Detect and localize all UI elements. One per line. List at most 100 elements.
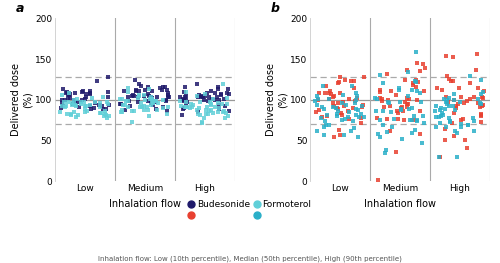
Point xyxy=(470,129,478,133)
Point xyxy=(464,123,472,127)
Point xyxy=(412,80,420,84)
Point xyxy=(398,104,406,109)
Point xyxy=(403,105,411,109)
Point xyxy=(124,86,132,90)
Point xyxy=(355,115,363,119)
Point xyxy=(150,100,158,104)
Point xyxy=(454,102,462,107)
Point xyxy=(479,96,487,100)
Point xyxy=(182,103,190,107)
Point xyxy=(62,91,70,95)
Point xyxy=(182,105,190,109)
Point xyxy=(223,102,231,106)
Point xyxy=(398,108,406,112)
Point xyxy=(405,107,413,111)
Point xyxy=(70,110,78,114)
Point xyxy=(80,100,88,104)
Point xyxy=(350,86,358,90)
Point xyxy=(216,103,224,107)
Point xyxy=(58,98,66,102)
Point xyxy=(404,102,412,106)
Point xyxy=(71,100,79,104)
Point xyxy=(96,104,104,109)
Point xyxy=(452,128,460,133)
Point xyxy=(66,96,74,100)
Point xyxy=(434,86,442,90)
Point xyxy=(96,103,104,107)
Point xyxy=(221,115,229,120)
Point xyxy=(149,101,157,105)
Point xyxy=(78,90,86,94)
Point xyxy=(378,99,386,104)
Point xyxy=(318,116,326,120)
Point xyxy=(442,138,450,142)
Point xyxy=(470,95,478,99)
Point xyxy=(378,97,386,101)
Point xyxy=(416,132,424,136)
Point xyxy=(92,79,100,83)
Text: Inhalation flow: Low (10th percentile), Median (50th percentile), High (90th per: Inhalation flow: Low (10th percentile), … xyxy=(98,255,402,262)
Point xyxy=(418,141,426,145)
Point xyxy=(476,78,484,82)
Point xyxy=(73,97,81,101)
Point xyxy=(330,104,338,108)
Point xyxy=(312,109,320,114)
Point xyxy=(204,99,212,103)
Point xyxy=(211,98,219,102)
Point xyxy=(197,95,205,99)
Point xyxy=(183,105,191,109)
Point xyxy=(124,99,132,104)
Point xyxy=(385,101,393,105)
Point xyxy=(419,114,427,118)
Point xyxy=(158,85,166,90)
Point xyxy=(60,97,68,102)
Point xyxy=(459,117,467,122)
Point xyxy=(412,89,420,93)
Point xyxy=(198,121,205,125)
Point xyxy=(436,108,444,112)
Point xyxy=(402,102,410,107)
Point xyxy=(159,106,167,110)
Point xyxy=(68,103,76,108)
Point xyxy=(200,98,208,102)
Point xyxy=(99,95,107,99)
Point xyxy=(213,95,221,99)
Point xyxy=(450,55,458,59)
Point xyxy=(226,92,234,96)
Point xyxy=(176,95,184,99)
Point xyxy=(345,97,353,102)
Point xyxy=(180,90,188,94)
Point xyxy=(432,104,440,108)
Point xyxy=(78,89,86,94)
Point xyxy=(320,84,328,88)
Point xyxy=(450,104,458,108)
Point xyxy=(357,117,365,121)
Point xyxy=(68,112,76,116)
Point xyxy=(338,101,346,105)
Point xyxy=(330,94,338,98)
Point xyxy=(204,105,212,109)
Point xyxy=(69,102,77,106)
Point xyxy=(64,91,72,95)
Point xyxy=(401,78,409,82)
Point xyxy=(86,91,94,95)
Point xyxy=(86,107,94,111)
Point xyxy=(96,103,104,107)
X-axis label: Inhalation flow: Inhalation flow xyxy=(364,199,436,209)
Point xyxy=(394,108,402,113)
Point xyxy=(456,125,464,129)
Point xyxy=(145,87,153,91)
Point xyxy=(86,89,94,93)
Point xyxy=(382,148,390,152)
Point xyxy=(472,52,480,56)
Point xyxy=(334,81,342,85)
Point xyxy=(412,97,420,102)
Point xyxy=(314,97,322,101)
Point xyxy=(194,112,202,116)
Point xyxy=(135,82,143,86)
Point xyxy=(117,102,125,106)
Point xyxy=(334,109,342,113)
Point xyxy=(396,100,404,104)
Point xyxy=(466,97,474,101)
Point xyxy=(388,125,396,129)
